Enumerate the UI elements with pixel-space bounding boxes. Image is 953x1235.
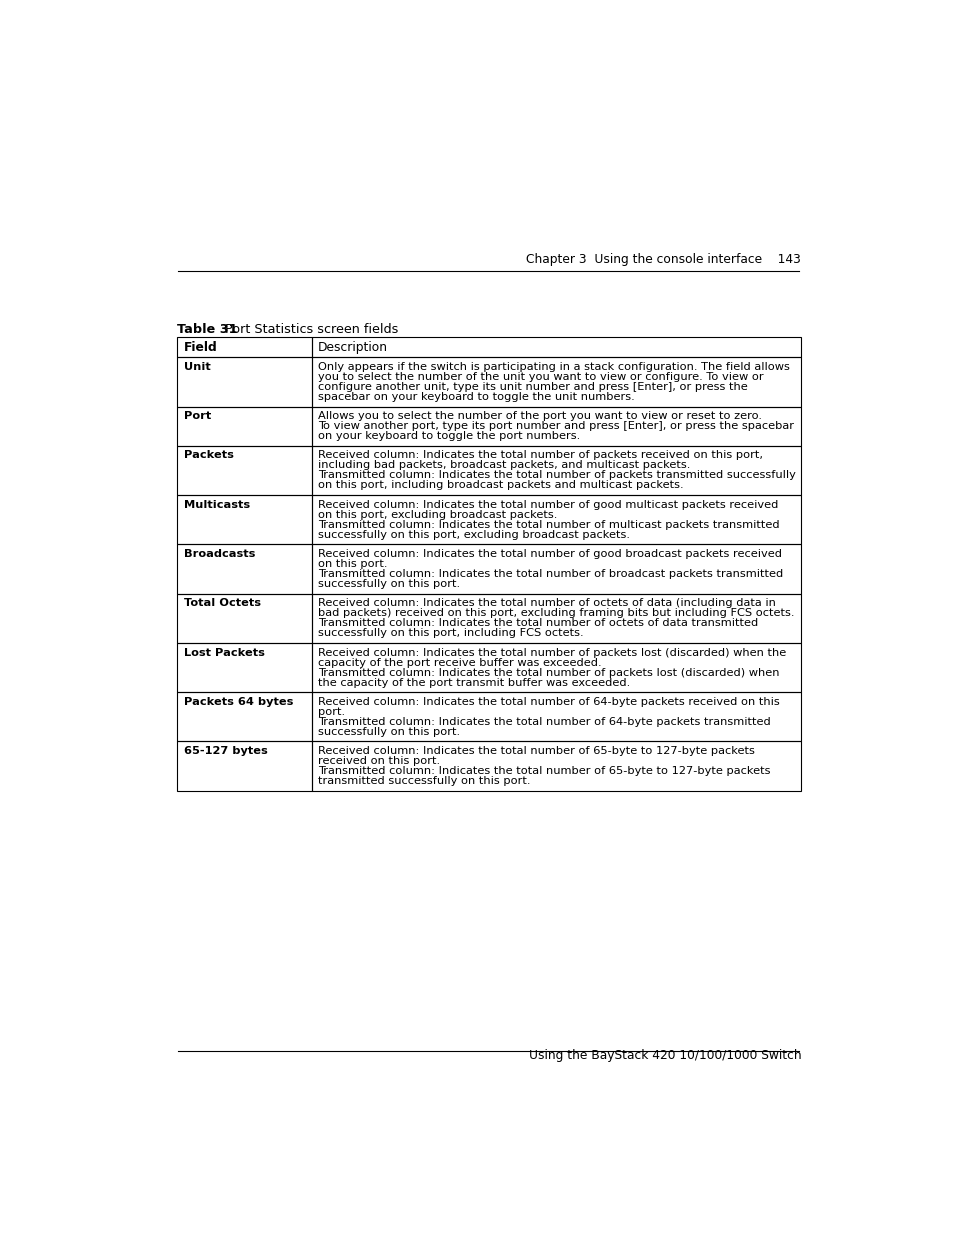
Text: on your keyboard to toggle the port numbers.: on your keyboard to toggle the port numb… [317,431,579,441]
Bar [312,594,801,643]
Text: Packets: Packets [183,451,233,461]
Text: successfully on this port.: successfully on this port. [317,579,459,589]
Bar [177,741,312,790]
Text: configure another unit, type its unit number and press [Enter], or press the: configure another unit, type its unit nu… [317,382,746,391]
Text: Received column: Indicates the total number of good broadcast packets received: Received column: Indicates the total num… [317,550,781,559]
Text: Received column: Indicates the total number of packets received on this port,: Received column: Indicates the total num… [317,451,761,461]
Bar [312,357,801,406]
Text: the capacity of the port transmit buffer was exceeded.: the capacity of the port transmit buffer… [317,678,629,688]
Text: Packets 64 bytes: Packets 64 bytes [183,697,293,706]
Bar [177,357,312,406]
Bar [312,741,801,790]
Text: received on this port.: received on this port. [317,756,439,766]
Text: Broadcasts: Broadcasts [183,550,254,559]
Text: Received column: Indicates the total number of 64-byte packets received on this: Received column: Indicates the total num… [317,697,779,706]
Text: Allows you to select the number of the port you want to view or reset to zero.: Allows you to select the number of the p… [317,411,760,421]
Text: Transmitted column: Indicates the total number of 64-byte packets transmitted: Transmitted column: Indicates the total … [317,716,770,727]
Text: on this port.: on this port. [317,559,387,569]
Text: Received column: Indicates the total number of 65-byte to 127-byte packets: Received column: Indicates the total num… [317,746,754,756]
Text: Transmitted column: Indicates the total number of 65-byte to 127-byte packets: Transmitted column: Indicates the total … [317,766,769,776]
Text: Table 31: Table 31 [177,324,237,336]
Text: Multicasts: Multicasts [183,500,250,510]
Bar [177,337,312,357]
Text: Transmitted column: Indicates the total number of packets transmitted successful: Transmitted column: Indicates the total … [317,471,795,480]
Bar [177,545,312,594]
Bar [177,692,312,741]
Text: Total Octets: Total Octets [183,598,260,609]
Text: successfully on this port, excluding broadcast packets.: successfully on this port, excluding bro… [317,530,629,540]
Bar [177,495,312,545]
Text: Received column: Indicates the total number of packets lost (discarded) when the: Received column: Indicates the total num… [317,647,785,657]
Text: you to select the number of the unit you want to view or configure. To view or: you to select the number of the unit you… [317,372,762,382]
Bar [177,594,312,643]
Text: including bad packets, broadcast packets, and multicast packets.: including bad packets, broadcast packets… [317,461,689,471]
Text: Transmitted column: Indicates the total number of octets of data transmitted: Transmitted column: Indicates the total … [317,619,758,629]
Text: Only appears if the switch is participating in a stack configuration. The field : Only appears if the switch is participat… [317,362,789,372]
Bar [312,545,801,594]
Text: bad packets) received on this port, excluding framing bits but including FCS oct: bad packets) received on this port, excl… [317,609,794,619]
Text: capacity of the port receive buffer was exceeded.: capacity of the port receive buffer was … [317,657,600,668]
Bar [312,337,801,357]
Text: Received column: Indicates the total number of good multicast packets received: Received column: Indicates the total num… [317,500,778,510]
Text: Lost Packets: Lost Packets [183,647,264,657]
Text: on this port, including broadcast packets and multicast packets.: on this port, including broadcast packet… [317,480,682,490]
Text: Port: Port [183,411,211,421]
Text: on this port, excluding broadcast packets.: on this port, excluding broadcast packet… [317,510,557,520]
Text: Using the BayStack 420 10/100/1000 Switch: Using the BayStack 420 10/100/1000 Switc… [528,1050,801,1062]
Text: Port Statistics screen fields: Port Statistics screen fields [213,324,397,336]
Bar [312,406,801,446]
Text: 65-127 bytes: 65-127 bytes [183,746,267,756]
Bar [312,495,801,545]
Text: Field: Field [183,341,217,354]
Bar [177,446,312,495]
Text: Chapter 3  Using the console interface    143: Chapter 3 Using the console interface 14… [526,253,801,266]
Text: Received column: Indicates the total number of octets of data (including data in: Received column: Indicates the total num… [317,598,775,609]
Text: Unit: Unit [183,362,210,372]
Text: Transmitted column: Indicates the total number of packets lost (discarded) when: Transmitted column: Indicates the total … [317,668,779,678]
Text: Description: Description [317,341,387,354]
Text: To view another port, type its port number and press [Enter], or press the space: To view another port, type its port numb… [317,421,793,431]
Bar [312,692,801,741]
Text: successfully on this port.: successfully on this port. [317,727,459,737]
Text: Transmitted column: Indicates the total number of multicast packets transmitted: Transmitted column: Indicates the total … [317,520,779,530]
Bar [177,643,312,692]
Text: spacebar on your keyboard to toggle the unit numbers.: spacebar on your keyboard to toggle the … [317,391,634,401]
Bar [312,643,801,692]
Text: transmitted successfully on this port.: transmitted successfully on this port. [317,776,530,787]
Bar [312,446,801,495]
Text: Transmitted column: Indicates the total number of broadcast packets transmitted: Transmitted column: Indicates the total … [317,569,782,579]
Bar [177,406,312,446]
Text: successfully on this port, including FCS octets.: successfully on this port, including FCS… [317,629,582,638]
Text: port.: port. [317,706,344,716]
